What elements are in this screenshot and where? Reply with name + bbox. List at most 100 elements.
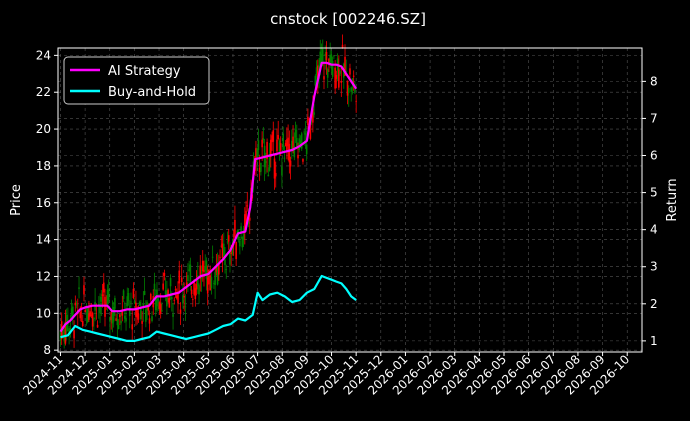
candle-body [157,298,160,301]
candle-body [120,320,122,324]
candle-body [245,210,247,224]
candle-body [104,296,106,317]
candle-body [315,67,318,76]
y-tick-label-left: 18 [36,159,51,173]
candle-body [147,305,150,311]
candle-body [313,112,315,115]
candle-body [283,157,286,159]
candle-body [215,266,218,273]
candle-body [237,236,240,239]
candle-body [271,135,273,143]
candle-body [352,75,355,77]
candle-body [162,283,164,290]
candle-body [288,143,291,163]
series-line-ai-strategy [59,61,358,333]
candle-body [188,269,190,271]
candle-body [350,87,353,92]
candle-body [260,162,262,172]
candle-body [75,304,78,306]
candle-body [143,290,146,295]
candle-body [345,71,348,72]
candle-body [125,317,127,322]
candle-body [344,56,346,76]
y-tick-label-left: 8 [43,343,51,357]
candle-body [132,288,135,298]
y-tick-label-left: 12 [36,269,51,283]
candle-body [349,68,351,75]
candle-body [257,140,260,151]
candle-body [227,235,230,242]
candle-body [268,155,271,171]
candle-body [312,109,314,123]
candle-body [234,219,236,238]
candle-body [317,65,319,83]
candle-body [274,172,277,177]
candle-body [273,158,276,179]
candle-body [128,306,131,317]
candle-body [161,310,163,312]
candle-body [255,148,257,162]
legend: AI Strategy Buy-and-Hold [63,56,210,105]
candle-body [141,321,143,324]
candle-body [136,308,138,318]
y-tick-label-left: 24 [36,48,51,62]
y-tick-label-right: 7 [650,111,658,125]
candle-body [70,308,73,314]
candle-body [187,275,189,282]
candle-body [266,141,268,160]
candle-body [267,174,270,177]
candle-body [183,296,185,298]
candle-body [289,160,292,167]
candle-body [269,139,272,157]
candle-body [277,135,280,140]
candle-body [205,260,208,279]
candle-body [180,277,183,283]
candle-body [239,240,241,247]
candle-body [218,264,220,275]
candle-body [123,315,126,319]
candle-body [196,275,199,287]
candle-body [278,140,281,153]
candle-body [101,294,104,297]
candle-body [175,295,178,299]
candle-body [91,312,94,327]
candle-body [304,133,307,135]
candle-body [242,228,245,240]
candle-body [338,69,340,88]
candle-body [164,290,167,296]
candle-body [121,309,124,316]
candle-body [138,301,141,306]
candle-body [279,143,282,151]
candle-body [293,145,296,158]
candle-body [308,118,310,120]
candle-body [126,296,129,306]
y-tick-label-right: 8 [650,74,658,88]
candle-body [117,324,120,329]
candle-body [276,139,278,152]
candle-body [159,303,162,314]
candle-body [86,307,89,323]
candle-body [226,241,229,243]
candle-body [220,245,223,247]
candle-body [333,55,335,57]
candle-body [326,69,329,78]
candle-body [114,298,116,309]
candle-body [140,309,142,320]
series-line-buy-and-hold [60,274,357,342]
candle-body [241,236,244,248]
candle-body [286,139,288,152]
candle-body [341,44,344,49]
candle-body [156,289,158,307]
candle-body [302,158,304,162]
y-axis-label-left: Price [9,184,24,216]
candle-body [111,313,114,324]
candle-body [331,60,334,77]
candle-body [224,259,226,266]
candle-body [291,140,293,150]
candle-body [105,302,108,304]
y-tick-label-right: 1 [650,334,658,348]
candle-body [194,288,197,300]
y-axis-label-right: Return [665,178,680,221]
candle-body [262,138,265,141]
